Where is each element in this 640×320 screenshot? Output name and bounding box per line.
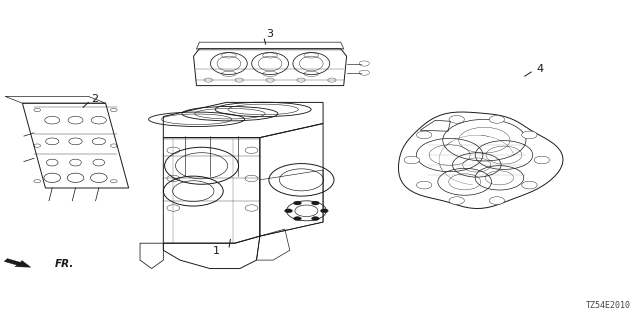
- Text: 1: 1: [213, 245, 220, 256]
- Text: 3: 3: [267, 29, 273, 39]
- Circle shape: [294, 201, 301, 205]
- Text: 2: 2: [91, 93, 99, 104]
- Circle shape: [449, 116, 465, 123]
- Polygon shape: [4, 259, 31, 267]
- Text: TZ54E2010: TZ54E2010: [586, 301, 630, 310]
- Circle shape: [321, 209, 328, 213]
- Circle shape: [417, 131, 432, 139]
- Circle shape: [522, 181, 537, 189]
- Circle shape: [312, 201, 319, 205]
- Text: 4: 4: [536, 64, 543, 75]
- Circle shape: [489, 197, 504, 204]
- Circle shape: [417, 181, 432, 189]
- Circle shape: [534, 156, 550, 164]
- Circle shape: [294, 217, 301, 220]
- Circle shape: [522, 131, 537, 139]
- Circle shape: [285, 209, 292, 213]
- Circle shape: [489, 116, 504, 123]
- Circle shape: [449, 197, 465, 204]
- Text: FR.: FR.: [55, 259, 74, 269]
- Circle shape: [312, 217, 319, 220]
- Circle shape: [404, 156, 419, 164]
